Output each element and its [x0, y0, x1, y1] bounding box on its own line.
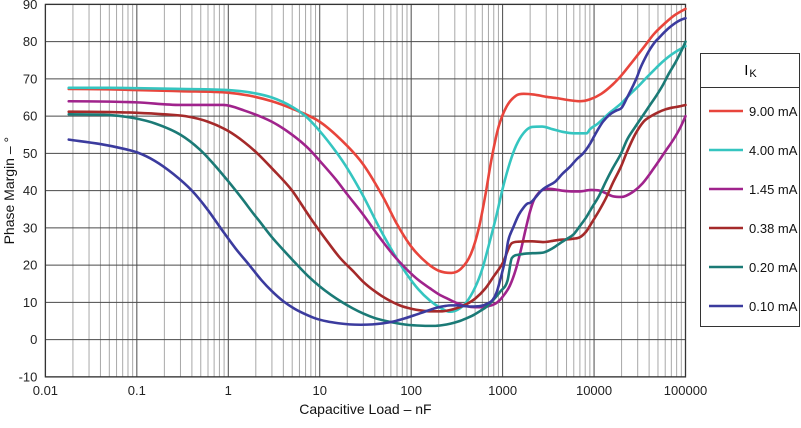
svg-text:1000: 1000 [488, 383, 517, 398]
svg-text:10: 10 [312, 383, 326, 398]
svg-text:20: 20 [23, 258, 37, 273]
svg-text:10: 10 [23, 295, 37, 310]
svg-text:40: 40 [23, 183, 37, 198]
svg-text:90: 90 [23, 0, 37, 12]
svg-text:70: 70 [23, 71, 37, 86]
svg-text:1: 1 [225, 383, 232, 398]
svg-text:10000: 10000 [576, 383, 612, 398]
svg-text:80: 80 [23, 34, 37, 49]
svg-text:0.1: 0.1 [128, 383, 146, 398]
svg-text:0.01: 0.01 [33, 383, 58, 398]
svg-text:-10: -10 [19, 369, 38, 384]
svg-text:100: 100 [400, 383, 422, 398]
svg-text:30: 30 [23, 220, 37, 235]
svg-text:Phase Margin – °: Phase Margin – ° [1, 137, 17, 245]
svg-text:0: 0 [30, 332, 37, 347]
svg-text:50: 50 [23, 146, 37, 161]
svg-text:60: 60 [23, 109, 37, 124]
svg-text:Capacitive Load – nF: Capacitive Load – nF [299, 401, 431, 417]
svg-text:100000: 100000 [664, 383, 707, 398]
